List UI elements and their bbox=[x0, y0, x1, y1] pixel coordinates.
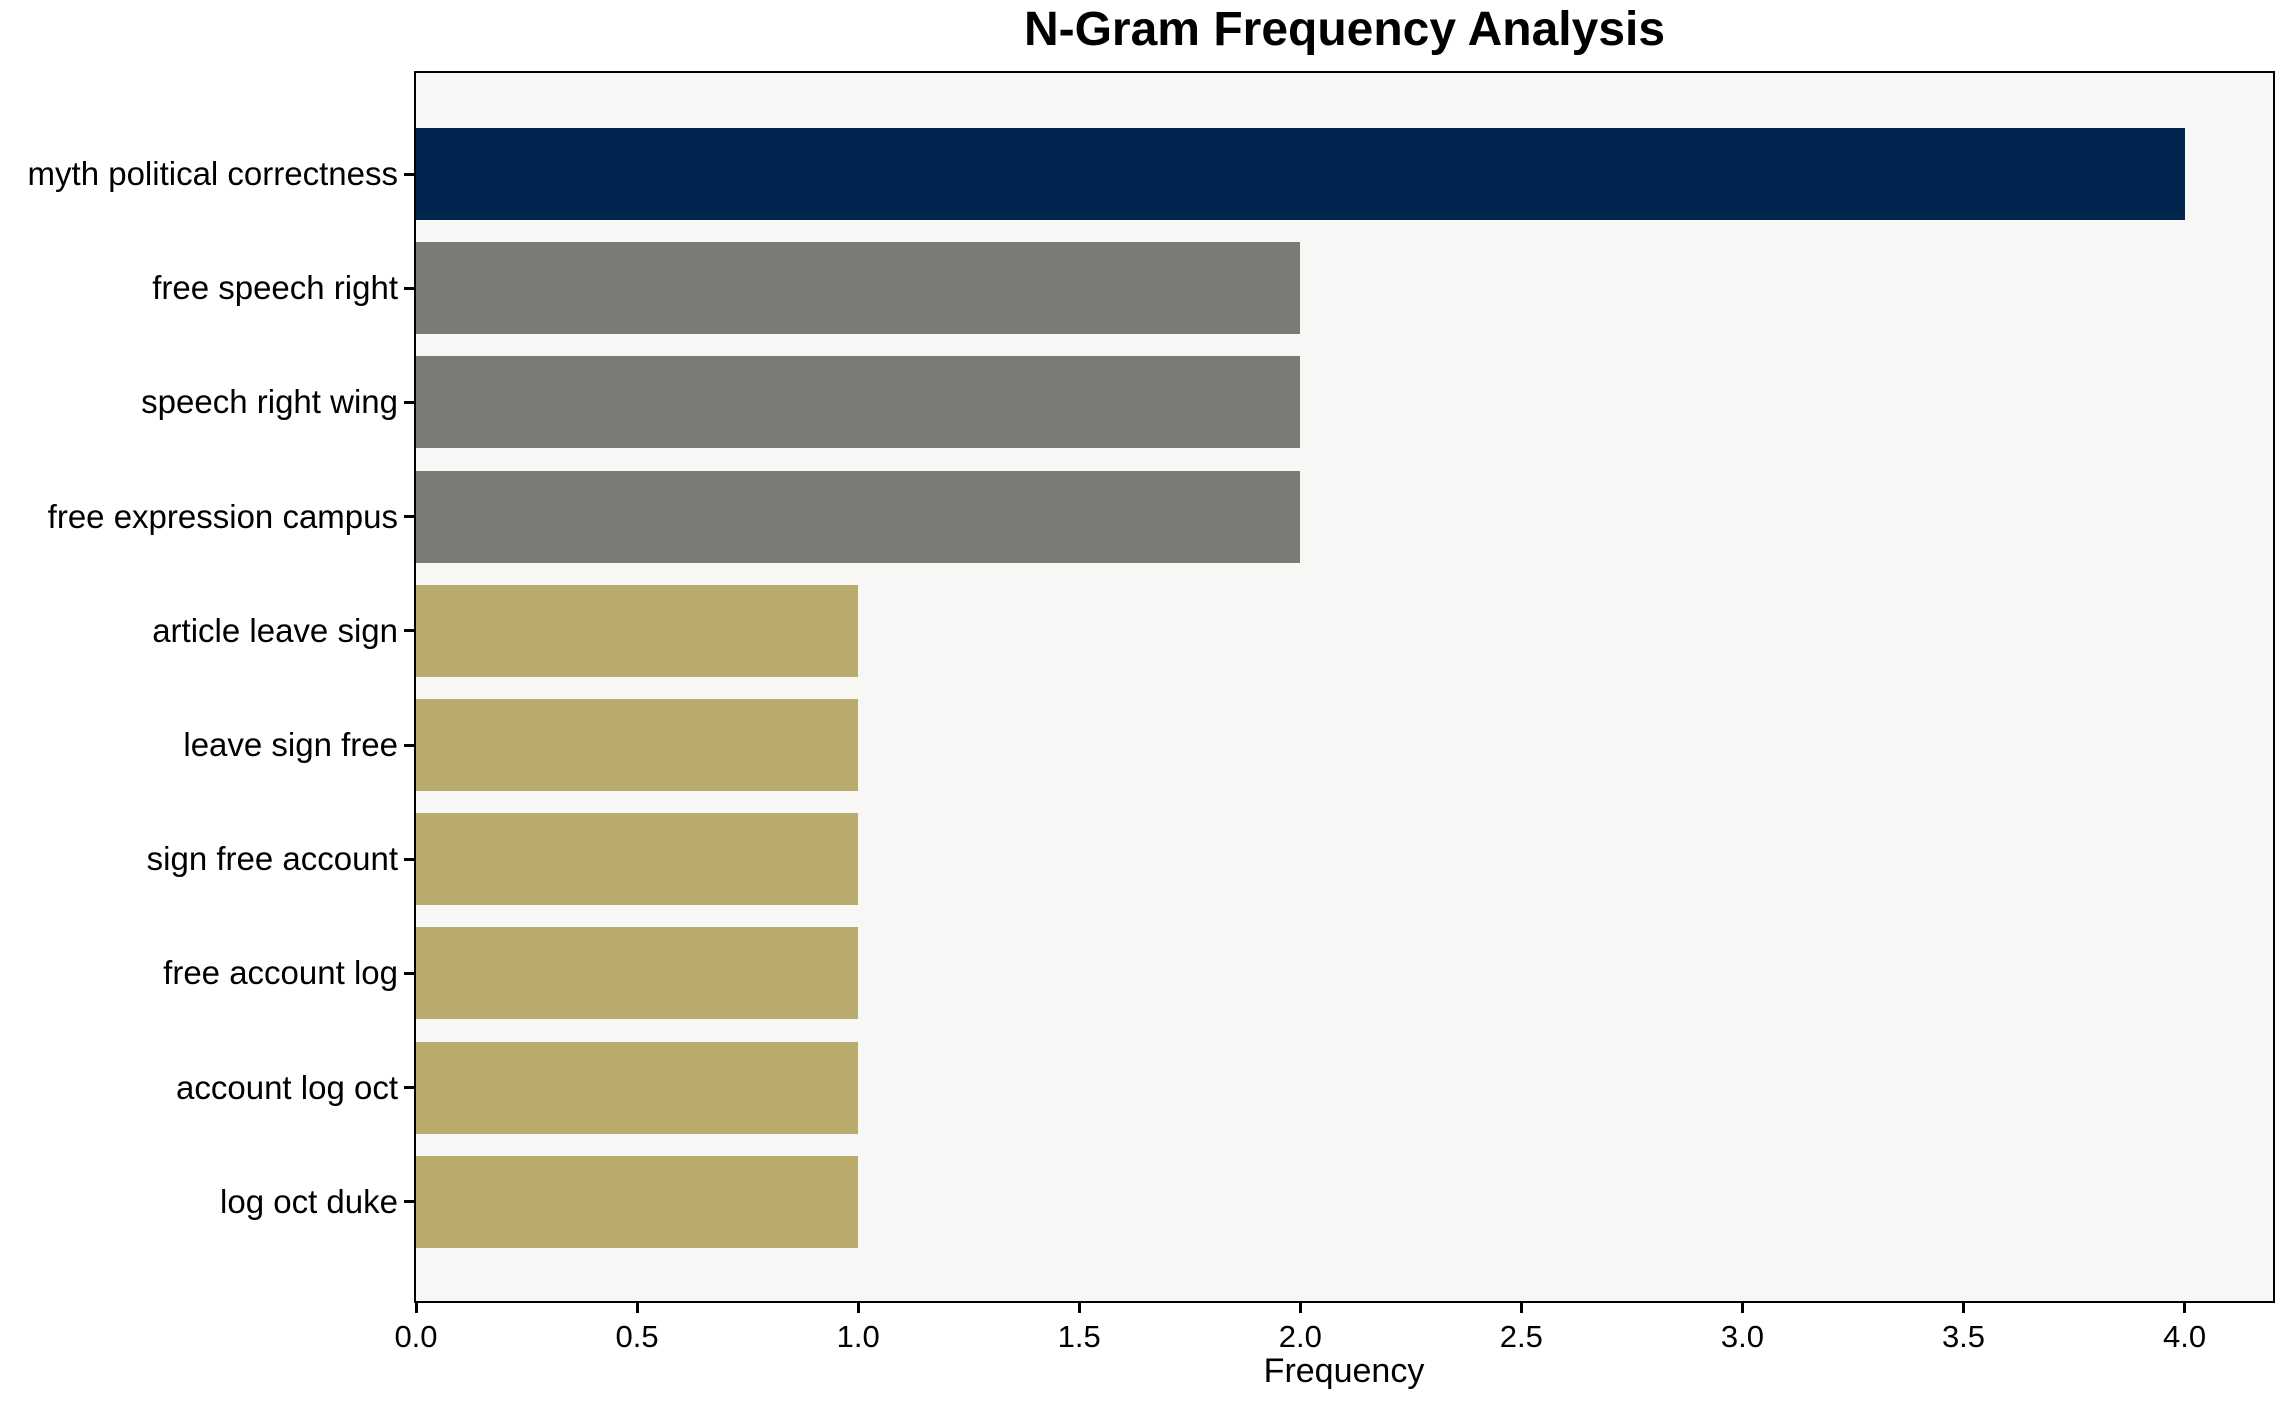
y-axis-category-label: speech right wing bbox=[141, 383, 398, 421]
y-tick bbox=[404, 515, 414, 519]
x-tick-label: 1.5 bbox=[1057, 1319, 1101, 1354]
y-tick bbox=[404, 629, 414, 633]
x-tick-label: 4.0 bbox=[2163, 1319, 2207, 1354]
x-axis-title: Frequency bbox=[1263, 1352, 1425, 1390]
y-tick bbox=[404, 172, 414, 176]
bar bbox=[416, 699, 859, 791]
x-tick-label: 3.0 bbox=[1720, 1319, 1764, 1354]
y-axis-category-label: free speech right bbox=[152, 269, 398, 307]
y-axis-category-label: free account log bbox=[163, 954, 398, 992]
x-tick bbox=[856, 1303, 860, 1313]
x-tick bbox=[414, 1303, 418, 1313]
bar bbox=[416, 128, 2185, 220]
y-tick bbox=[404, 971, 414, 975]
x-tick-label: 0.5 bbox=[615, 1319, 659, 1354]
x-tick-label: 0.0 bbox=[394, 1319, 438, 1354]
x-tick-label: 1.0 bbox=[836, 1319, 880, 1354]
y-tick bbox=[404, 743, 414, 747]
y-axis-category-label: free expression campus bbox=[47, 497, 398, 535]
y-axis-category-label: article leave sign bbox=[152, 611, 398, 649]
y-axis-category-label: account log oct bbox=[176, 1068, 398, 1106]
bar bbox=[416, 470, 1301, 563]
y-axis-category-label: log oct duke bbox=[220, 1182, 398, 1220]
y-tick bbox=[404, 400, 414, 404]
bar bbox=[416, 242, 1301, 335]
y-axis-category-label: leave sign free bbox=[183, 726, 398, 763]
chart-title: N-Gram Frequency Analysis bbox=[1023, 3, 1666, 56]
x-tick bbox=[1298, 1303, 1302, 1313]
x-tick-label: 3.5 bbox=[1941, 1319, 1986, 1354]
x-tick bbox=[1519, 1303, 1523, 1313]
bar bbox=[416, 927, 859, 1020]
y-axis-category-label: myth political correctness bbox=[27, 155, 398, 192]
bar bbox=[416, 356, 1301, 449]
y-tick bbox=[404, 1200, 414, 1204]
x-tick-label: 2.5 bbox=[1499, 1319, 1543, 1354]
bar bbox=[416, 813, 859, 906]
plot-area bbox=[414, 71, 2275, 1303]
y-tick bbox=[404, 857, 414, 861]
x-tick bbox=[2183, 1303, 2187, 1313]
y-tick bbox=[404, 1086, 414, 1090]
x-tick bbox=[1740, 1303, 1744, 1313]
bar bbox=[416, 1155, 859, 1248]
bar bbox=[416, 584, 859, 677]
y-tick bbox=[404, 286, 414, 290]
x-tick bbox=[1962, 1303, 1965, 1313]
x-tick bbox=[1077, 1303, 1081, 1313]
bar bbox=[416, 1041, 859, 1134]
y-axis-category-label: sign free account bbox=[146, 840, 398, 878]
x-tick bbox=[635, 1303, 639, 1313]
x-tick-label: 2.0 bbox=[1278, 1319, 1322, 1354]
